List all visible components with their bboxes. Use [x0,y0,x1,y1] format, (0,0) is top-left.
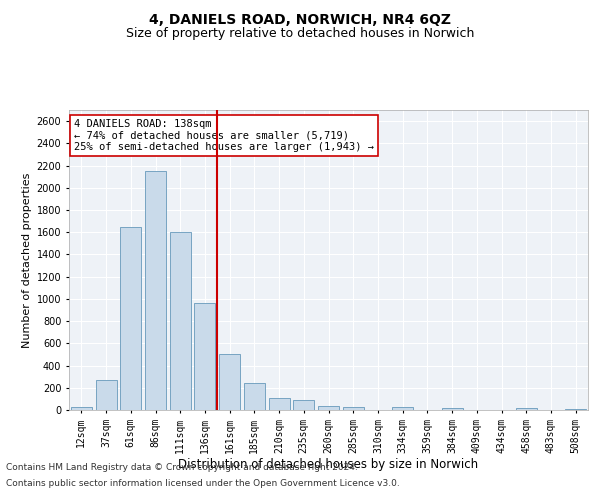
Text: Contains public sector information licensed under the Open Government Licence v3: Contains public sector information licen… [6,478,400,488]
Y-axis label: Number of detached properties: Number of detached properties [22,172,32,348]
X-axis label: Distribution of detached houses by size in Norwich: Distribution of detached houses by size … [178,458,479,471]
Bar [120,226,141,410]
Bar [442,408,463,410]
Bar [95,380,116,410]
Bar [194,304,215,410]
Bar [565,409,586,410]
Bar [343,406,364,410]
Bar [244,383,265,410]
Bar [516,408,537,410]
Text: Size of property relative to detached houses in Norwich: Size of property relative to detached ho… [126,28,474,40]
Bar [145,171,166,410]
Bar [71,406,92,410]
Text: 4 DANIELS ROAD: 138sqm
← 74% of detached houses are smaller (5,719)
25% of semi-: 4 DANIELS ROAD: 138sqm ← 74% of detached… [74,119,374,152]
Bar [318,406,339,410]
Bar [219,354,240,410]
Bar [269,398,290,410]
Text: Contains HM Land Registry data © Crown copyright and database right 2024.: Contains HM Land Registry data © Crown c… [6,464,358,472]
Text: 4, DANIELS ROAD, NORWICH, NR4 6QZ: 4, DANIELS ROAD, NORWICH, NR4 6QZ [149,12,451,26]
Bar [293,400,314,410]
Bar [170,232,191,410]
Bar [392,407,413,410]
